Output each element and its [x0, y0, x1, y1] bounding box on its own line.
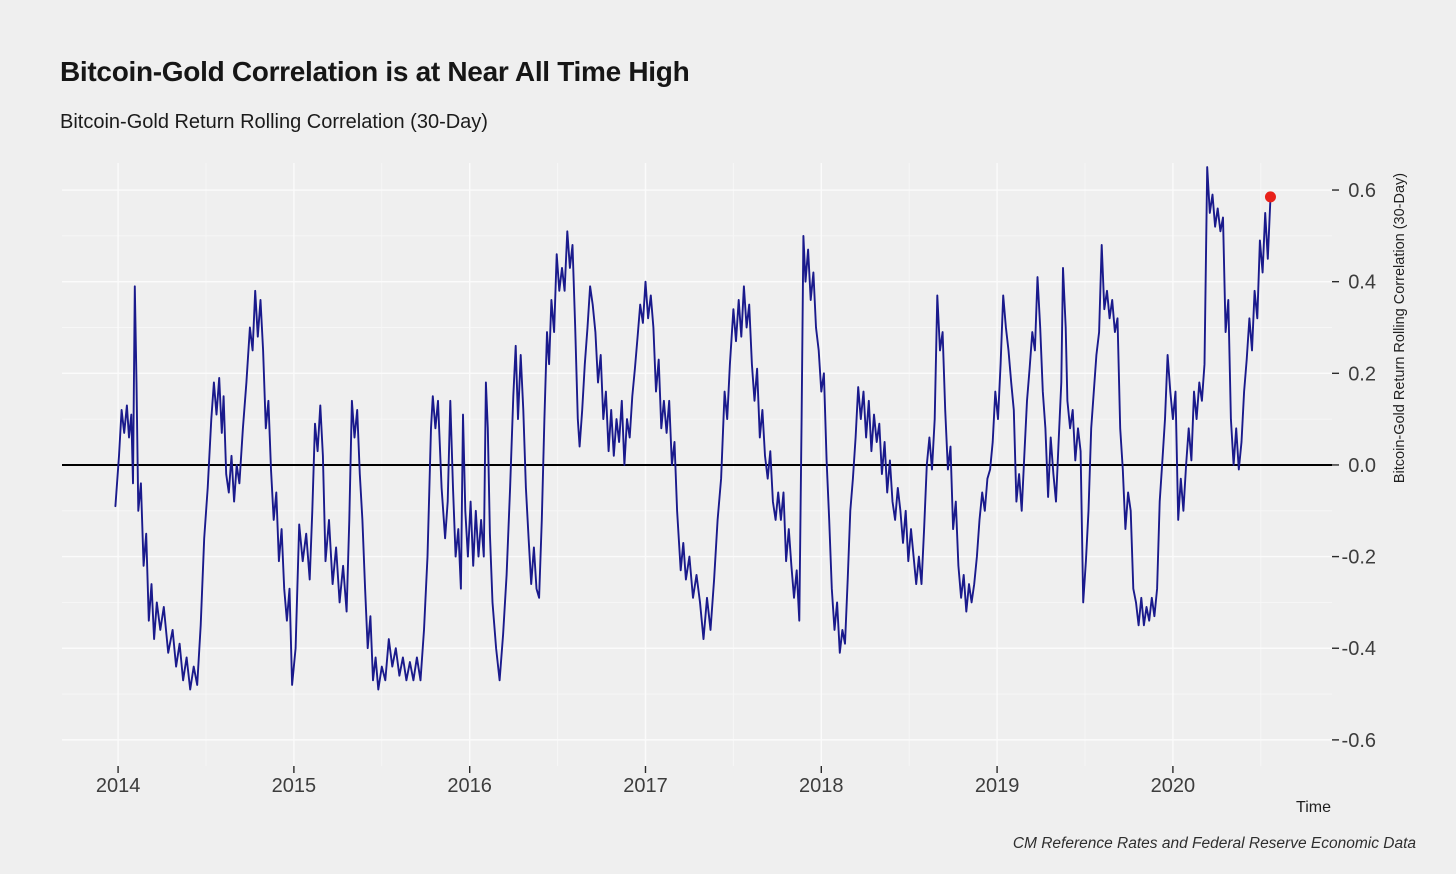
x-tick-label: 2018 [799, 775, 844, 797]
data-source-caption: CM Reference Rates and Federal Reserve E… [1013, 835, 1417, 852]
x-tick-label: 2015 [272, 775, 317, 797]
x-tick-label: 2016 [447, 775, 492, 797]
y-tick-label: -0.2 [1342, 547, 1376, 569]
y-tick-label: 0.6 [1348, 180, 1376, 202]
chart-subtitle: Bitcoin-Gold Return Rolling Correlation … [60, 111, 488, 133]
x-tick-label: 2020 [1151, 775, 1196, 797]
latest-point-marker [1264, 191, 1276, 203]
x-axis-title: Time [1296, 799, 1331, 816]
y-tick-label: 0.4 [1348, 272, 1376, 294]
y-tick-label: 0.0 [1348, 455, 1376, 477]
y-tick-label: -0.4 [1342, 638, 1376, 660]
x-tick-label: 2017 [623, 775, 668, 797]
x-tick-label: 2014 [96, 775, 141, 797]
y-axis-title: Bitcoin-Gold Return Rolling Correlation … [1392, 173, 1408, 483]
y-tick-label: 0.2 [1348, 363, 1376, 385]
x-tick-label: 2019 [975, 775, 1020, 797]
correlation-line [114, 166, 1272, 691]
chart-title: Bitcoin-Gold Correlation is at Near All … [60, 56, 690, 87]
y-tick-label: -0.6 [1342, 730, 1376, 752]
